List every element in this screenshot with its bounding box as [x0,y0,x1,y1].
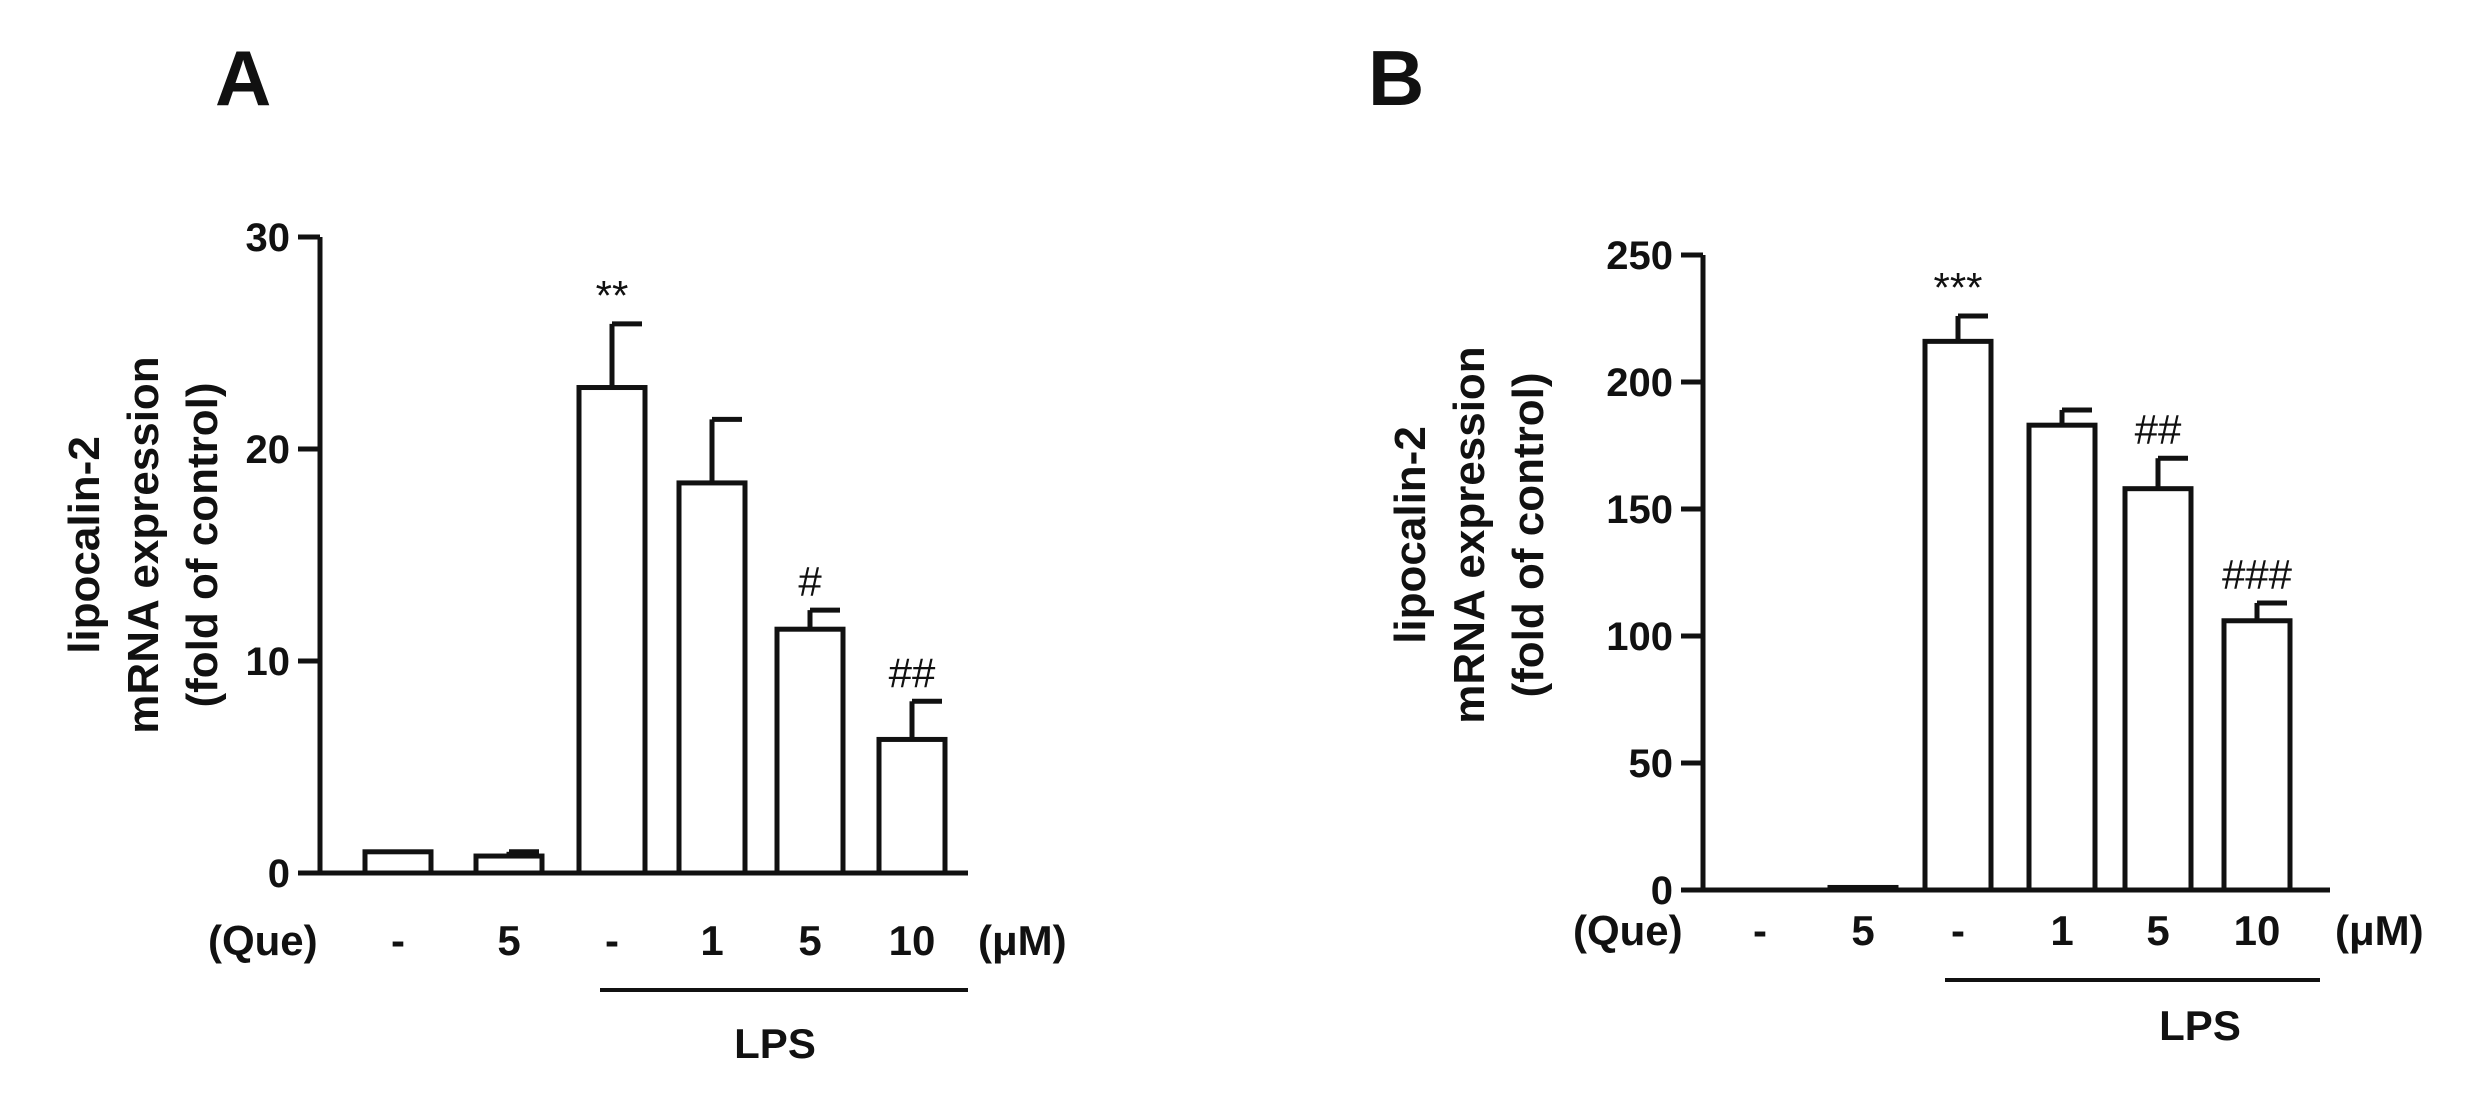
panel-b-significance-mark: ### [2222,551,2293,598]
panel-b-category-label: 5 [1851,907,1874,954]
panel-a-category-label: - [605,917,619,964]
panel-a-category-label: 5 [497,917,520,964]
panel-a-ylabel-line-1: lipocalin-2 [60,436,109,654]
panel-b-bar [1827,884,1899,893]
panel-a-y-tick-label: 30 [246,216,291,260]
panel-b-category-label: 10 [2234,907,2281,954]
panel-b-plot: 0 50 100 150 200 250 - 5 *** - 1 ## 5 ### 10 [1606,234,2330,982]
panel-a-significance-mark: ** [596,272,629,319]
panel-a-treatment-label: (Que) [208,917,318,964]
panel-b-group-label: LPS [2159,1002,2241,1049]
panel-b-ylabel-line-2: mRNA expression [1445,346,1494,723]
panel-b-ylabel-line-3: (fold of control) [1504,372,1553,697]
panel-a-bar [876,736,948,876]
panel-b-unit-label: (μM) [2335,907,2424,954]
panel-b-category-label: - [1951,907,1965,954]
panel-b-y-tick-label: 100 [1606,615,1673,659]
panel-a-significance-mark: # [798,558,822,605]
panel-a-group-label: LPS [734,1020,816,1067]
panel-a: A lipocalin-2 mRNA expression (fold of c… [60,34,1067,1067]
panel-b-category-label: - [1753,907,1767,954]
panel-a-letter: A [215,34,271,122]
panel-b-y-tick-label: 50 [1629,742,1674,786]
panel-a-category-label: 10 [889,917,936,964]
panel-b-category-label: 5 [2146,907,2169,954]
panel-a-significance-mark: ## [889,649,936,696]
panel-b-ylabel-line-1: lipocalin-2 [1386,426,1435,644]
panel-a-bar [362,849,434,876]
panel-b-y-tick-label: 150 [1606,488,1673,532]
panel-a-y-tick-label: 20 [246,428,291,472]
panel-a-bar [774,626,846,876]
panel-a-y-tick-label: 0 [268,852,290,896]
panel-b-bar [2221,618,2293,893]
panel-a-bar [676,480,748,876]
panel-b-category-label: 1 [2050,907,2073,954]
panel-b-y-tick-label: 200 [1606,361,1673,405]
panel-b-bar [1922,338,1994,893]
panel-a-category-label: 1 [700,917,723,964]
panel-b-significance-mark: ## [2135,406,2182,453]
panel-a-ylabel-line-2: mRNA expression [119,356,168,733]
panel-b-y-tick-label: 250 [1606,234,1673,278]
panel-a-unit-label: (μM) [978,917,1067,964]
panel-a-y-tick-label: 10 [246,640,291,684]
panel-a-category-label: - [391,917,405,964]
panel-b-y-tick-label: 0 [1651,869,1673,913]
panel-a-bar [473,853,545,876]
panel-b-bar [2122,486,2194,893]
panel-a-ylabel-line-3: (fold of control) [178,382,227,707]
panel-a-bar [576,385,648,876]
panel-a-plot: 0 10 20 30 - 5 ** - 1 #5 ## 10 [246,216,968,992]
panel-b-bar [2026,422,2098,893]
panel-a-category-label: 5 [798,917,821,964]
panel-b: B lipocalin-2 mRNA expression (fold of c… [1368,34,2424,1049]
panel-b-letter: B [1368,34,1424,122]
panel-b-significance-mark: *** [1933,264,1982,311]
panel-b-treatment-label: (Que) [1573,907,1683,954]
